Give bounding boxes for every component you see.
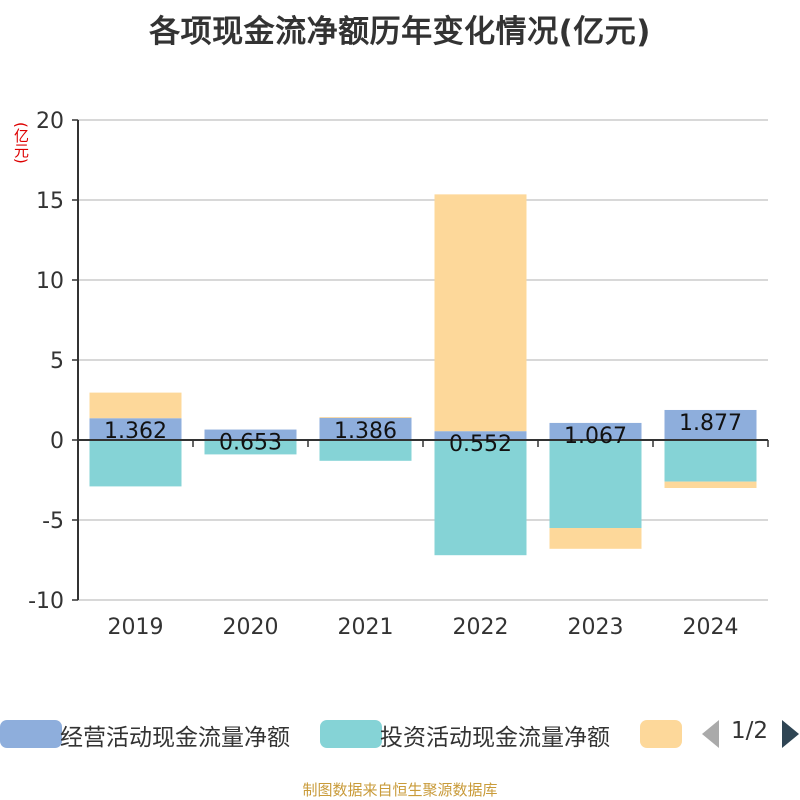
bar-2022-series-1 — [434, 431, 527, 440]
legend-item-investing[interactable]: 投资活动现金流量净额 — [320, 716, 630, 752]
bar-2019-series-2 — [89, 440, 182, 487]
legend-prev-page-icon[interactable] — [702, 720, 719, 748]
bar-2021-series-1 — [319, 417, 412, 440]
bar-2022-series-2 — [434, 440, 527, 556]
data-label-2024: 1.877 — [679, 411, 742, 436]
bar-2019-series-3 — [89, 392, 182, 419]
bar-2022-series-3 — [434, 194, 527, 432]
x-tick-label-2023: 2023 — [568, 615, 624, 640]
data-label-2022: 0.552 — [449, 432, 512, 457]
y-tick-label: -5 — [42, 509, 64, 534]
data-source-note: 制图数据来自恒生聚源数据库 — [302, 781, 498, 799]
y-axis-unit-label: (亿元) — [12, 122, 30, 164]
bar-2023-series-1 — [549, 422, 642, 440]
chart-title: 各项现金流净额历年变化情况(亿元) — [149, 14, 651, 50]
legend-label-operating: 经营活动现金流量净额 — [60, 725, 290, 751]
bar-2024-series-1 — [664, 409, 757, 440]
legend-swatch-financing — [640, 720, 682, 748]
data-label-2019: 1.362 — [104, 419, 167, 444]
data-label-2021: 1.386 — [334, 419, 397, 444]
gridlines — [78, 119, 768, 601]
data-label-2023: 1.067 — [564, 424, 627, 449]
legend-label-investing: 投资活动现金流量净额 — [380, 725, 610, 751]
bar-2019-series-1 — [89, 418, 182, 440]
data-labels: 1.362 0.653 1.386 0.552 1.067 1.877 — [104, 411, 742, 457]
x-tick-label-2019: 2019 — [108, 615, 164, 640]
legend-item-operating[interactable]: 经营活动现金流量净额 — [0, 716, 310, 752]
y-tick-label: 5 — [50, 349, 64, 374]
x-tick-label-2020: 2020 — [223, 615, 279, 640]
data-label-2020: 0.653 — [219, 431, 282, 456]
bar-2024-series-2 — [664, 440, 757, 482]
bar-2020-series-1 — [204, 429, 297, 440]
y-tick-label: 15 — [36, 189, 64, 214]
axes: 20 15 10 5 0 -5 -10 2019 2020 2021 2022 2023 2024 — [28, 109, 769, 640]
legend-item-financing[interactable] — [640, 716, 684, 752]
y-tick-label: 10 — [36, 269, 64, 294]
legend-next-page-icon[interactable] — [782, 720, 799, 748]
x-tick-label-2024: 2024 — [683, 615, 739, 640]
bar-2021-series-3 — [319, 417, 412, 418]
bar-2020-series-2 — [204, 440, 297, 455]
legend-swatch-investing — [320, 720, 382, 748]
y-tick-label: 0 — [50, 429, 64, 454]
y-tick-label: -10 — [28, 589, 64, 614]
y-tick-label: 20 — [36, 109, 64, 134]
bar-2024-series-3 — [664, 481, 757, 488]
legend-page-indicator: 1/2 — [731, 718, 769, 744]
stacked-bar-chart: 20 15 10 5 0 -5 -10 2019 2020 2021 2022 2023 2024 1.… — [28, 109, 769, 640]
bar-2023-series-3 — [549, 528, 642, 549]
x-tick-label-2022: 2022 — [453, 615, 509, 640]
bars — [89, 194, 757, 556]
legend-swatch-operating — [0, 720, 62, 748]
x-tick-label-2021: 2021 — [338, 615, 394, 640]
bar-2023-series-2 — [549, 440, 642, 528]
bar-2021-series-2 — [319, 440, 412, 461]
